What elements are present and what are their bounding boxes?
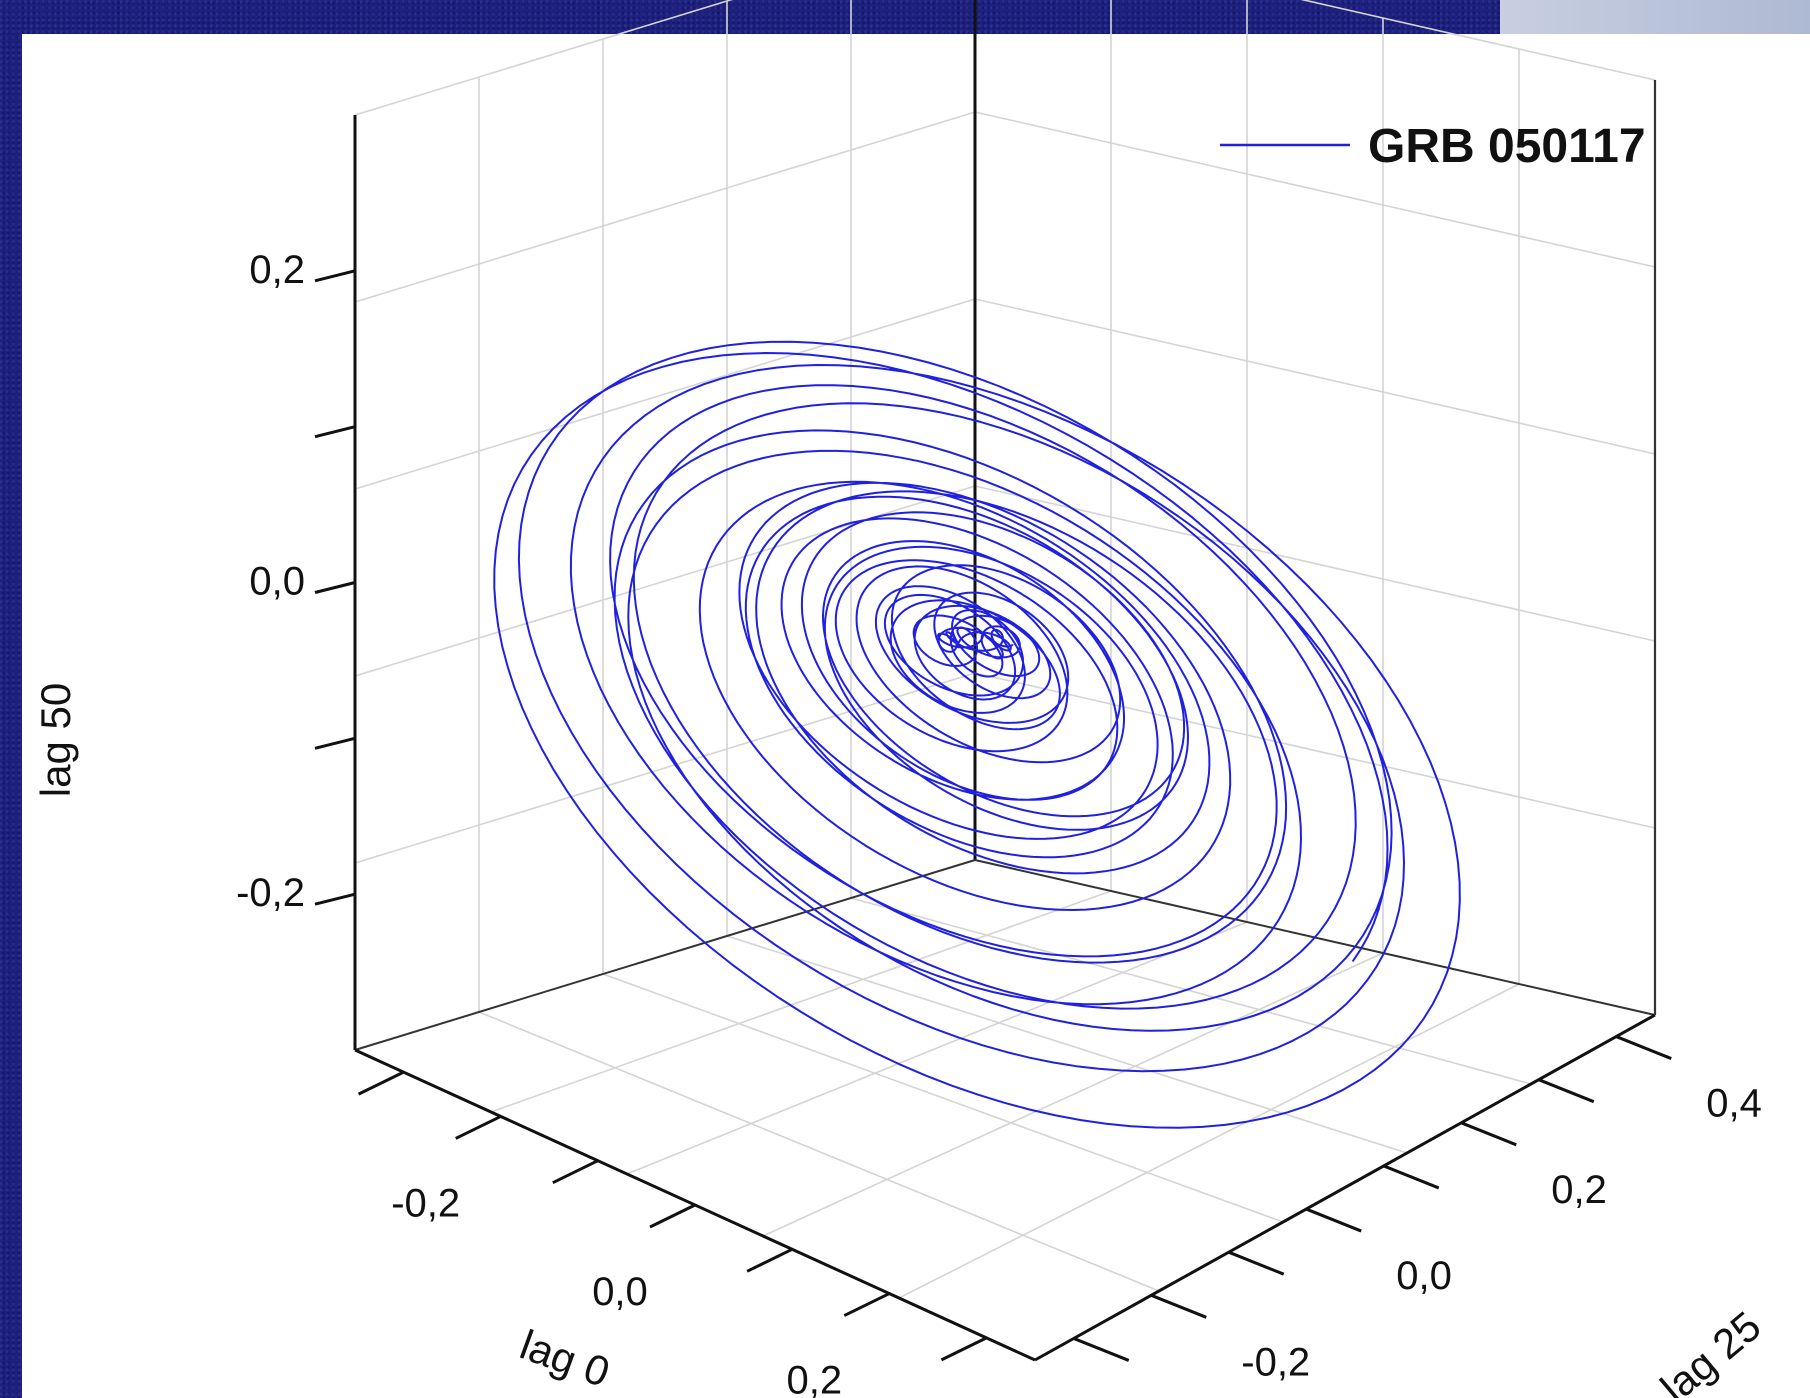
- grid-line: [974, 485, 1656, 642]
- y-tick-label: -0,2: [1241, 1340, 1310, 1384]
- x-tick-label: -0,2: [391, 1181, 460, 1225]
- top-edge-right: [1300, 0, 1656, 81]
- x-tick: [455, 1115, 502, 1140]
- axis-layer: [314, 0, 1672, 1362]
- y-tick-label: 0,2: [1551, 1168, 1607, 1212]
- top-edge-left: [354, 0, 733, 116]
- x-tick: [940, 1336, 988, 1362]
- y-tick: [1460, 1121, 1517, 1147]
- z-tick: [314, 736, 356, 750]
- x-tick: [357, 1070, 405, 1096]
- z-tick-label: 0,2: [249, 248, 305, 292]
- corner-decoration: [1500, 0, 1810, 34]
- legend-entry-label: GRB 050117: [1368, 120, 1646, 173]
- legend: GRB 050117: [1220, 120, 1646, 173]
- y-tick: [1383, 1164, 1440, 1190]
- y-tick: [1073, 1337, 1130, 1362]
- x-tick: [843, 1292, 890, 1317]
- grid-line: [354, 672, 976, 864]
- z-tick: [314, 581, 356, 594]
- x-tick-label: 0,2: [786, 1359, 842, 1398]
- y-tick: [1538, 1078, 1595, 1104]
- y-tick: [1228, 1250, 1285, 1276]
- z-tick: [314, 425, 356, 439]
- x-axis-title: lag 0: [514, 1321, 616, 1396]
- grid-line: [354, 111, 976, 303]
- x-tick-label: 0,0: [592, 1270, 648, 1314]
- z-tick-label: 0,0: [249, 560, 305, 604]
- x-tick: [746, 1247, 793, 1273]
- grid-line: [898, 983, 1520, 1299]
- y-axis-title: lag 25: [1652, 1302, 1770, 1398]
- grid-line: [354, 298, 976, 490]
- series-layer: [493, 340, 1461, 1129]
- y-tick-label: 0,4: [1706, 1082, 1762, 1126]
- grid-line: [726, 935, 1408, 1154]
- grid-line: [974, 111, 1656, 268]
- y-tick: [1150, 1293, 1207, 1319]
- y-axis-line: [1034, 1013, 1656, 1362]
- grid-line: [974, 298, 1656, 455]
- x-tick: [649, 1203, 696, 1229]
- label-layer: -0,2 0,0 0,2 -0,2 0,0 0,2 -0,2 0,0 0,2 0,4: [236, 248, 1762, 1398]
- grid-line: [490, 890, 1112, 1113]
- grid-line: [762, 952, 1384, 1237]
- y-tick: [1305, 1207, 1362, 1233]
- grid-line: [626, 921, 1248, 1175]
- z-tick: [314, 269, 356, 283]
- z-axis-title: lag 50: [32, 683, 79, 797]
- series-trajectory-grb-050117: [493, 340, 1461, 1129]
- z-tick: [314, 892, 356, 906]
- grid-line: [974, 672, 1656, 829]
- grid-line: [602, 973, 1284, 1223]
- y-tick: [1615, 1035, 1672, 1060]
- z-tick-label: -0,2: [236, 871, 305, 915]
- floor-edge-left: [354, 859, 976, 1051]
- grid-line: [850, 897, 1532, 1085]
- x-tick: [552, 1159, 599, 1185]
- y-tick-label: 0,0: [1396, 1254, 1452, 1298]
- grid-line: [478, 1011, 1160, 1292]
